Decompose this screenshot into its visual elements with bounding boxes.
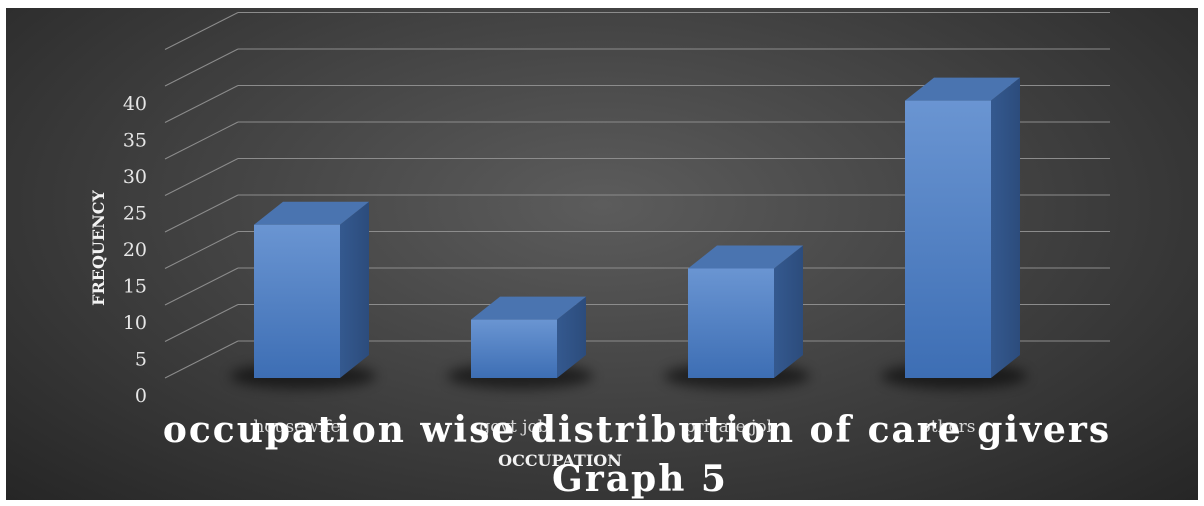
bar (688, 245, 803, 378)
x-category-label: private job (685, 417, 778, 437)
bar (471, 296, 586, 378)
bar (254, 201, 369, 378)
y-tick-label: 5 (135, 349, 147, 371)
y-axis-label: FREQUENCY (89, 190, 108, 306)
y-tick-label: 30 (123, 166, 147, 188)
chart-title: occupation wise distribution of care giv… (163, 409, 1111, 451)
y-tick-label: 35 (123, 130, 147, 152)
y-tick-label: 0 (135, 385, 147, 407)
y-tick-label: 40 (123, 93, 147, 115)
x-axis-label: OCCUPATION (498, 451, 622, 470)
bars (254, 77, 1020, 378)
y-tick-label: 25 (123, 203, 147, 225)
x-category-label: govt job (479, 417, 548, 437)
y-tick-label: 20 (123, 239, 147, 261)
y-axis-ticks: 0 5 10 15 20 25 30 35 40 (123, 93, 147, 407)
gridline (164, 48, 1110, 87)
y-tick-label: 15 (123, 276, 147, 298)
x-category-label: others (921, 417, 976, 437)
chart-subtitle: Graph 5 (552, 458, 728, 500)
x-axis-categories: housewife govt job private job others (253, 417, 975, 437)
gridline (164, 12, 1110, 50)
y-tick-label: 10 (123, 312, 147, 334)
x-category-label: housewife (253, 417, 340, 437)
bar (905, 77, 1020, 378)
